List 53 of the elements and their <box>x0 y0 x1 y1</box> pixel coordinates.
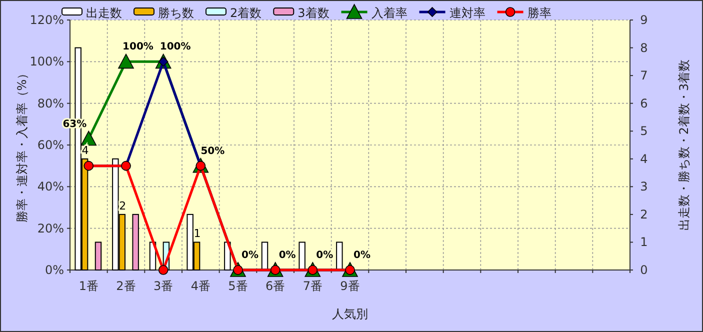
x-tick-label: 4番 <box>190 279 210 293</box>
y2-tick-label: 0 <box>640 263 648 277</box>
bar <box>261 242 268 270</box>
point <box>158 265 168 275</box>
legend-label: 勝ち数 <box>158 6 194 20</box>
y2-tick-label: 5 <box>640 124 648 138</box>
data-label: 2 <box>119 199 126 212</box>
x-tick-label: 2番 <box>116 279 136 293</box>
data-label: 50% <box>200 146 225 157</box>
y2-tick-label: 9 <box>640 13 648 27</box>
y-tick-label: 120% <box>30 13 64 27</box>
data-label: 0% <box>316 250 334 261</box>
y-tick-label: 100% <box>30 54 64 69</box>
data-label: 0% <box>354 250 370 261</box>
y2-axis-title: 出走数・勝ち数・2着数・3着数 <box>677 59 691 231</box>
x-tick-label: 1番 <box>78 279 98 293</box>
y2-tick-label: 1 <box>640 235 648 250</box>
y-tick-label: 80% <box>37 96 64 110</box>
legend-label: 3着数 <box>298 6 330 20</box>
legend-label: 2着数 <box>230 6 262 20</box>
data-label: 1 <box>194 227 201 240</box>
point <box>118 54 134 69</box>
x-tick-label: 5番 <box>228 279 248 293</box>
y-tick-label: 20% <box>37 221 64 236</box>
x-axis-title: 人気別 <box>332 307 368 321</box>
x-tick-label: 9番 <box>340 279 360 293</box>
y2-tick-label: 2 <box>640 207 648 222</box>
y2-tick-label: 7 <box>640 68 648 83</box>
data-label: 100% <box>122 42 154 53</box>
x-tick-label: 6番 <box>266 279 286 293</box>
x-tick-label: 7番 <box>302 279 322 293</box>
data-label: 4 <box>82 144 89 157</box>
point <box>80 130 97 146</box>
legend-label: 出走数 <box>86 6 122 20</box>
x-tick-label: 3番 <box>154 279 174 293</box>
bar <box>298 242 306 270</box>
legend-label: 入着率 <box>371 6 408 20</box>
y-tick-label: 60% <box>37 138 64 152</box>
y-axis-title: 勝率・連対率・入着率（%） <box>15 67 29 223</box>
y2-tick-label: 6 <box>640 96 648 110</box>
y-tick-label: 40% <box>37 180 64 194</box>
data-label: 100% <box>160 42 191 53</box>
y2-tick-label: 8 <box>640 40 648 55</box>
bar <box>336 242 343 270</box>
bar <box>132 214 139 270</box>
y-tick-label: 0% <box>44 263 64 277</box>
legend-label: 連対率 <box>449 6 486 20</box>
legend-label: 勝率 <box>527 6 552 20</box>
data-label: 0% <box>242 250 258 261</box>
y2-tick-label: 3 <box>640 180 648 194</box>
bar <box>94 242 102 270</box>
y2-tick-label: 4 <box>640 152 648 166</box>
data-label: 0% <box>278 250 296 261</box>
